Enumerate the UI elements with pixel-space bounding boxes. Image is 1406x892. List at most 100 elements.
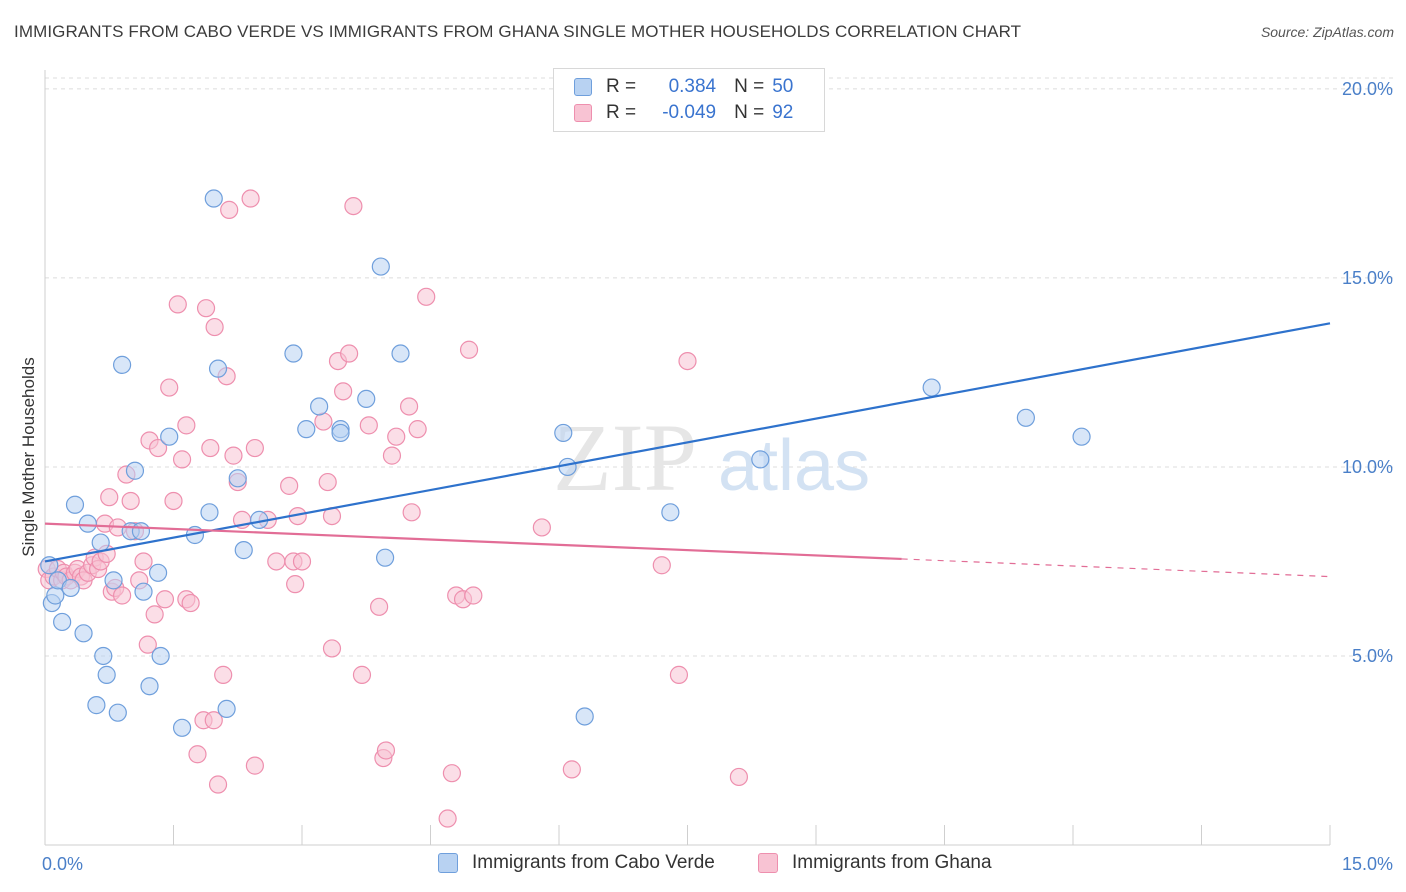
ghana-point (205, 317, 224, 337)
ghana-point (201, 438, 220, 458)
pink-trend-line (44, 522, 902, 561)
legend-label: Immigrants from Ghana (792, 852, 992, 873)
ghana-point (344, 196, 363, 216)
pink-trend-extension (901, 558, 1331, 578)
cabo-verde-point (310, 397, 329, 416)
ghana-point (464, 586, 483, 605)
ghana-point (402, 503, 421, 522)
cabo-verde-point (104, 571, 123, 590)
r-value: 0.384 (668, 76, 717, 97)
watermark-atlas: atlas (718, 426, 870, 506)
ghana-point (148, 438, 168, 458)
cabo-verde-point (74, 624, 93, 643)
source-label: Source: ZipAtlas.com (1260, 24, 1394, 40)
ghana-point (181, 593, 200, 613)
cabo-verde-point (97, 665, 116, 684)
cabo-verde-points (40, 189, 1091, 737)
ghana-point (408, 420, 427, 439)
ghana-point (267, 552, 286, 571)
cabo-verde-point (61, 578, 80, 598)
ghana-point (241, 189, 260, 208)
cabo-verde-point (125, 461, 145, 480)
ghana-point (177, 416, 196, 435)
correlation-legend: R = 0.384 N = 50 R = -0.049 N = 92 (553, 68, 825, 132)
ghana-point (318, 472, 337, 492)
ghana-point (134, 552, 153, 571)
series-legend: Immigrants from Cabo Verde Immigrants fr… (0, 852, 1406, 878)
cabo-verde-point (554, 423, 573, 443)
cabo-verde-point (375, 548, 395, 567)
cabo-verde-point (1072, 427, 1091, 446)
ghana-point (352, 665, 372, 684)
ghana-point (188, 745, 207, 764)
ghana-point (286, 575, 305, 594)
ghana-point (729, 767, 749, 787)
y-tick-label: 15.0% (1342, 268, 1393, 288)
ghana-point (562, 760, 581, 779)
ghana-point (155, 590, 175, 609)
n-value: 92 (772, 102, 794, 123)
r-value: -0.049 (662, 102, 717, 123)
cabo-verde-point (78, 514, 97, 533)
legend-row-cabo-verde: R = 0.384 N = 50 (574, 75, 793, 99)
cabo-verde-point (217, 699, 236, 719)
ghana-point (208, 775, 228, 794)
y-tick-labels: 5.0% 10.0% 15.0% 20.0% (1342, 79, 1393, 666)
watermark-zip: ZIP (553, 404, 697, 511)
ghana-point (121, 491, 140, 511)
ghana-point (387, 427, 406, 446)
x-tick-label: 0.0% (42, 854, 83, 874)
y-axis-label: Single Mother Households (19, 357, 38, 556)
legend-row-ghana: R = -0.049 N = 92 (574, 101, 793, 125)
ghana-point (145, 605, 164, 624)
cabo-verde-point (284, 344, 303, 363)
cabo-verde-point (922, 378, 941, 397)
ghana-point (168, 295, 187, 314)
ghana-point (417, 287, 436, 306)
ghana-point (214, 665, 233, 684)
trend-lines (44, 322, 1331, 578)
cabo-verde-point (297, 420, 316, 439)
ghana-point (334, 382, 353, 401)
axes (44, 70, 1331, 846)
cabo-verde-point (204, 189, 223, 208)
cabo-verde-point (65, 495, 85, 514)
cabo-verde-point (46, 586, 65, 605)
ghana-point (678, 351, 697, 371)
cabo-verde-point (200, 503, 219, 522)
ghana-point (669, 665, 689, 684)
ghana-point (438, 809, 457, 828)
cabo-verde-point (357, 389, 376, 409)
cabo-verde-point (134, 582, 153, 601)
ghana-point (442, 764, 462, 783)
ghana-point (138, 635, 157, 654)
n-label: N = (734, 76, 765, 97)
ghana-point (204, 711, 223, 730)
ghana-point (196, 299, 216, 318)
cabo-verde-point (575, 707, 594, 726)
cabo-verde-point (160, 427, 179, 446)
cabo-verde-point (234, 541, 253, 560)
ghana-point (340, 344, 359, 363)
ghana-point (382, 446, 402, 465)
n-value: 50 (772, 76, 794, 97)
pink-swatch (574, 104, 592, 122)
cabo-verde-point (172, 718, 192, 737)
y-tick-label: 10.0% (1342, 457, 1393, 477)
grid-lines (45, 77, 1393, 657)
ghana-point (164, 491, 183, 511)
ghana-point (280, 476, 299, 495)
cabo-verde-point (391, 344, 410, 363)
cabo-verde-point (371, 257, 390, 276)
cabo-verde-point (94, 646, 113, 666)
y-tick-label: 20.0% (1342, 79, 1393, 99)
ghana-point (359, 416, 378, 435)
cabo-verde-point (131, 522, 151, 541)
cabo-verde-point (140, 677, 159, 696)
cabo-verde-point (558, 457, 577, 477)
cabo-verde-point (87, 696, 106, 715)
cabo-verde-point (91, 533, 110, 552)
cabo-verde-point (228, 469, 247, 488)
ghana-point (220, 200, 239, 219)
